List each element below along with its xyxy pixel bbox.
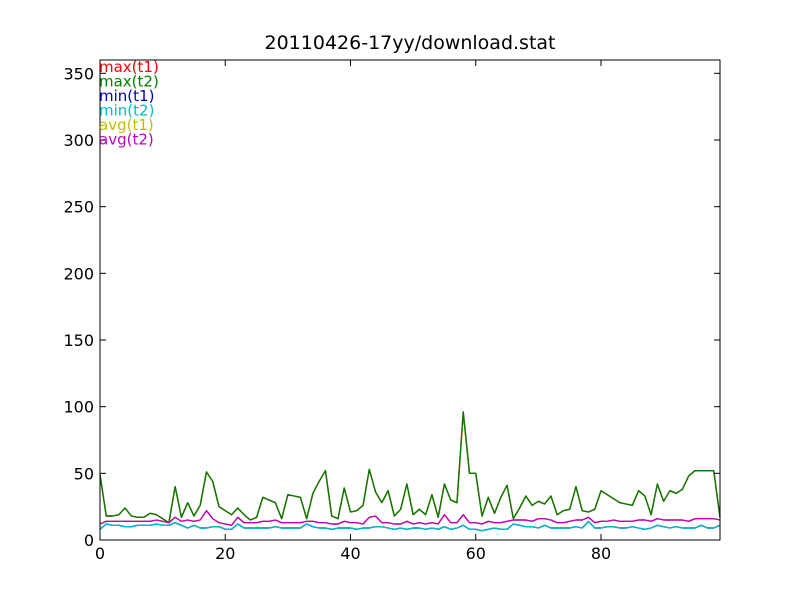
y-tick-label: 50 [74, 464, 94, 483]
y-tick-label: 250 [63, 198, 94, 217]
series-line-mint2 [99, 520, 721, 532]
legend-entry: max(t2) [99, 73, 159, 91]
legend-entry: min(t1) [99, 87, 154, 105]
y-tick-label: 0 [84, 531, 94, 550]
x-tick-label: 60 [466, 544, 486, 563]
y-tick-label: 350 [63, 64, 94, 83]
axes-frame [99, 59, 721, 541]
series-lines [99, 411, 721, 532]
legend-entry: min(t2) [99, 102, 154, 120]
x-tick-label: 20 [215, 544, 235, 563]
chart-title: 20110426-17yy/download.stat [265, 32, 556, 54]
series-line-maxt2 [99, 411, 721, 524]
y-tick-label: 150 [63, 331, 94, 350]
x-tick-label: 80 [591, 544, 611, 563]
series-line-avgt2 [99, 509, 721, 527]
y-tick-label: 300 [63, 131, 94, 150]
axis-ticks: 0 20 40 60 80 0 50 100 150 200 250 300 350 [63, 60, 720, 563]
legend: max(t1)max(t2)min(t1)min(t2)avg(t1)avg(t… [99, 58, 159, 149]
x-tick-label: 0 [95, 544, 105, 563]
legend-entry: avg(t1) [99, 116, 154, 134]
legend-entry: max(t1) [99, 58, 159, 76]
x-tick-label: 40 [340, 544, 360, 563]
y-tick-label: 200 [63, 264, 94, 283]
legend-entry: avg(t2) [99, 131, 154, 149]
y-tick-label: 100 [63, 398, 94, 417]
